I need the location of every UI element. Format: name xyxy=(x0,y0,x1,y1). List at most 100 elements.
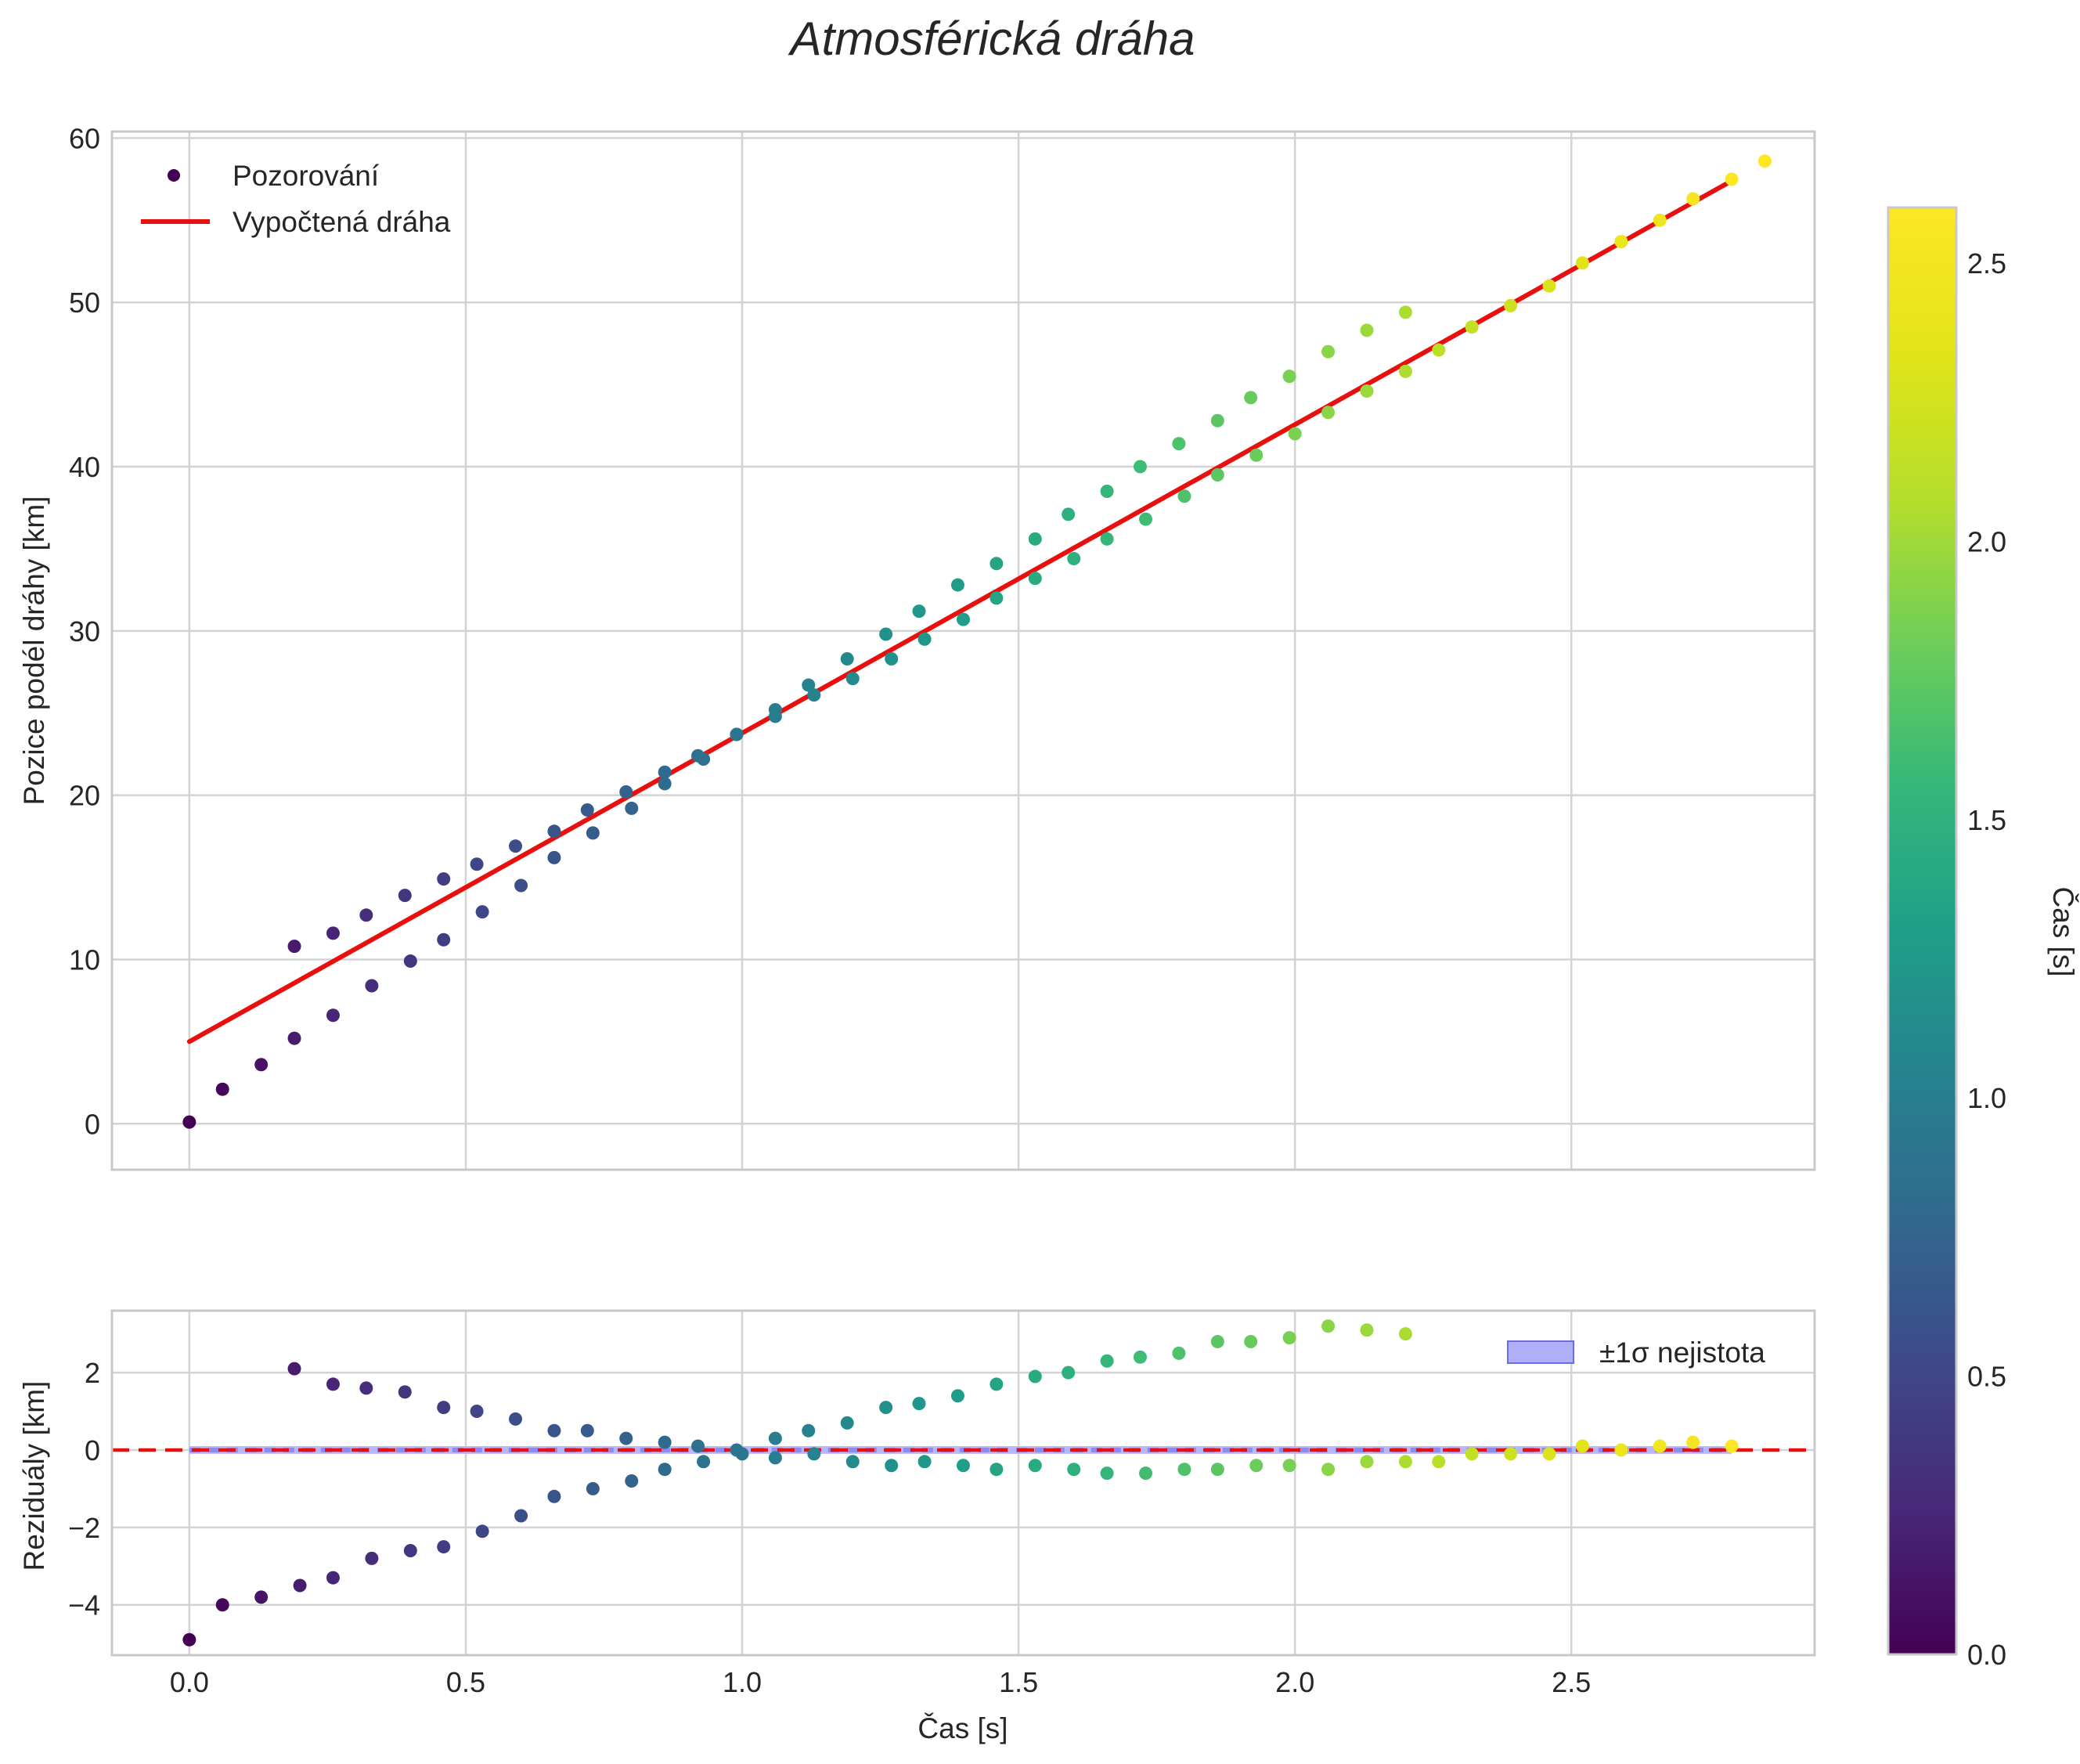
observation-point xyxy=(1139,512,1153,526)
top-y-tick-label: 0 xyxy=(85,1108,100,1140)
top-points xyxy=(182,154,1772,1129)
residual-point xyxy=(359,1381,373,1395)
observation-point xyxy=(1249,448,1264,462)
observation-point xyxy=(1321,345,1336,359)
x-tick-label: 2.5 xyxy=(1552,1666,1591,1698)
observation-point xyxy=(1542,279,1556,293)
residual-point xyxy=(730,1443,744,1457)
residual-point xyxy=(287,1362,301,1376)
residual-point xyxy=(840,1416,854,1430)
residual-point xyxy=(1100,1466,1114,1481)
top-y-tick-label: 20 xyxy=(69,780,100,812)
observation-point xyxy=(514,878,528,893)
bottom-axes-frame xyxy=(110,1309,1816,1657)
observation-point xyxy=(990,557,1004,571)
x-axis-label: Čas [s] xyxy=(917,1712,1008,1744)
residual-point xyxy=(437,1540,451,1554)
residual-point xyxy=(1653,1439,1667,1453)
observation-point xyxy=(840,651,854,666)
residual-point xyxy=(625,1474,639,1488)
top-fit-layer xyxy=(186,178,1735,1044)
observation-point xyxy=(1504,298,1518,312)
observation-point xyxy=(1100,532,1114,546)
residual-point xyxy=(586,1481,600,1495)
fit-line xyxy=(186,178,1735,1044)
observation-point xyxy=(1244,391,1258,405)
residual-point xyxy=(990,1377,1004,1391)
observation-point xyxy=(1100,484,1114,498)
observation-point xyxy=(1465,320,1479,334)
observation-point xyxy=(625,801,639,815)
observation-point xyxy=(1398,305,1412,319)
residual-point xyxy=(1465,1447,1479,1461)
residual-point xyxy=(691,1439,705,1453)
observation-point xyxy=(1062,507,1076,521)
observation-point xyxy=(1398,364,1412,378)
residual-point xyxy=(1542,1447,1556,1461)
bottom-y-tick-label: 2 xyxy=(85,1357,100,1389)
observation-point xyxy=(1177,489,1191,503)
colorbar-gradient xyxy=(1887,206,1958,1656)
observation-point xyxy=(437,933,451,947)
residual-point xyxy=(658,1435,672,1449)
colorbar-tick-label: 0.0 xyxy=(1967,1639,2006,1671)
residual-point xyxy=(768,1431,782,1445)
observation-point xyxy=(1575,256,1589,270)
top-y-tick-label: 40 xyxy=(69,451,100,483)
residual-point xyxy=(957,1459,970,1473)
residual-point xyxy=(1210,1335,1224,1349)
x-tick-label: 0.0 xyxy=(170,1666,209,1698)
top-axes-frame xyxy=(110,130,1816,1171)
residual-point xyxy=(885,1459,899,1473)
residual-point xyxy=(254,1590,269,1604)
x-tick-label: 1.0 xyxy=(723,1666,762,1698)
bottom-y-tick-label: 0 xyxy=(85,1434,100,1466)
observation-point xyxy=(1210,413,1224,427)
observation-point xyxy=(254,1058,269,1072)
residual-point xyxy=(1028,1459,1042,1473)
residual-point xyxy=(619,1431,633,1445)
observation-point xyxy=(470,857,484,871)
residual-point xyxy=(1282,1331,1296,1345)
residual-point xyxy=(912,1397,926,1411)
observation-point xyxy=(182,1115,196,1129)
observation-point xyxy=(912,604,926,619)
top-y-tick-label: 50 xyxy=(69,287,100,319)
observation-point xyxy=(365,979,379,993)
residual-point xyxy=(879,1401,893,1415)
observation-point xyxy=(547,850,561,864)
observation-point xyxy=(359,908,373,922)
residual-point xyxy=(403,1544,417,1558)
residual-point xyxy=(215,1598,229,1612)
observation-point xyxy=(287,940,301,954)
observation-point xyxy=(802,678,816,692)
observation-point xyxy=(1028,572,1042,586)
colorbar-tick-label: 1.5 xyxy=(1967,804,2006,836)
chart-title: Atmosférická dráha xyxy=(788,13,1195,65)
residual-point xyxy=(1321,1463,1336,1477)
bottom-y-tick-label: −4 xyxy=(68,1589,100,1622)
legend-observations-marker xyxy=(168,169,180,182)
observation-point xyxy=(1282,370,1296,384)
colorbar-tick-label: 0.5 xyxy=(1967,1361,2006,1393)
observation-point xyxy=(326,926,340,940)
residual-point xyxy=(1504,1447,1518,1461)
observation-point xyxy=(768,703,782,717)
legend-band-label: ±1σ nejistota xyxy=(1599,1337,1765,1369)
colorbar-tick-label: 2.0 xyxy=(1967,525,2006,557)
residual-point xyxy=(1244,1335,1258,1349)
residual-point xyxy=(1067,1463,1081,1477)
residual-point xyxy=(1686,1435,1700,1449)
observation-point xyxy=(215,1082,229,1096)
observation-point xyxy=(950,578,964,592)
residual-point xyxy=(182,1632,196,1647)
residual-point xyxy=(1028,1369,1042,1383)
top-panel: 0 10 20 30 40 50 60 Pozice podél dráhy [km] Po… xyxy=(18,122,1816,1171)
observation-point xyxy=(845,672,860,686)
residual-point xyxy=(697,1455,711,1469)
observation-point xyxy=(1067,552,1081,566)
observation-point xyxy=(1172,437,1186,451)
residual-point xyxy=(470,1405,484,1419)
bottom-x-ticks: 0.0 0.5 1.0 1.5 2.0 2.5 xyxy=(170,1666,1591,1698)
top-grid xyxy=(112,132,1815,1170)
